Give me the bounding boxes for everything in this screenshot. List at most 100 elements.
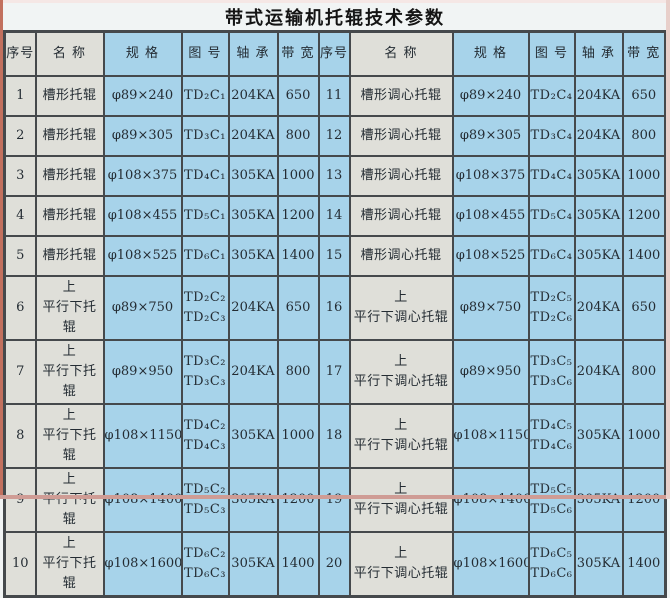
cell-bearing-left: 305KA [227,235,279,277]
header-name-right: 名 称 [348,30,454,77]
page-title: 带式运输机托辊技术参数 [225,8,445,29]
cell-drawing-left: TD₅C₁ [180,195,230,237]
cell-name-left: 槽形托辊 [34,115,105,157]
cell-drawing-right: TD₂C₅ TD₂C₆ [527,275,576,341]
cell-beltwidth-left: 1400 [276,531,320,598]
cell-serial-right: 11 [317,75,351,117]
cell-spec-left: φ108×1150 [102,403,183,469]
cell-drawing-right: TD₃C₄ [527,115,576,157]
cell-beltwidth-left: 1000 [276,403,320,469]
table-header: 序号 名 称 规 格 图 号 轴 承 带 宽 序号 名 称 规 格 图 号 轴 … [3,30,667,77]
header-bearing-left: 轴 承 [227,30,279,77]
cell-spec-left: φ89×750 [102,275,183,341]
cell-beltwidth-right: 1200 [621,195,667,237]
cell-beltwidth-left: 800 [276,339,320,405]
cell-beltwidth-left: 1200 [276,195,320,237]
cell-name-right: 上 平行下调心托辊 [348,467,454,533]
table-row: 3 槽形托辊 φ108×375 TD₄C₁ 305KA 1000 13 槽形调心… [3,155,667,197]
table-row: 7 上 平行下托辊 φ89×950 TD₃C₂ TD₃C₃ 204KA 800 … [3,339,667,405]
table-body: 1 槽形托辊 φ89×240 TD₂C₁ 204KA 650 11 槽形调心托辊… [3,75,667,598]
cell-name-right: 槽形调心托辊 [348,115,454,157]
cell-serial-left: 4 [3,195,37,237]
cell-drawing-left: TD₄C₁ [180,155,230,197]
cell-spec-right: φ108×1600 [451,531,530,598]
cell-bearing-right: 204KA [573,275,624,341]
cell-beltwidth-left: 650 [276,75,320,117]
cell-spec-right: φ89×240 [451,75,530,117]
cell-drawing-right: TD₄C₄ [527,155,576,197]
cell-serial-left: 3 [3,155,37,197]
cell-bearing-right: 204KA [573,75,624,117]
cell-name-left: 槽形托辊 [34,195,105,237]
cell-name-right: 上 平行下调心托辊 [348,403,454,469]
cell-name-right: 槽形调心托辊 [348,155,454,197]
cell-bearing-left: 305KA [227,403,279,469]
cell-bearing-left: 204KA [227,275,279,341]
cell-bearing-left: 204KA [227,339,279,405]
cell-beltwidth-right: 1000 [621,403,667,469]
cell-serial-right: 12 [317,115,351,157]
cell-spec-left: φ89×950 [102,339,183,405]
cell-beltwidth-right: 1000 [621,155,667,197]
cell-beltwidth-right: 1400 [621,235,667,277]
table-row: 8 上 平行下托辊 φ108×1150 TD₄C₂ TD₄C₃ 305KA 10… [3,403,667,469]
header-spec-right: 规 格 [451,30,530,77]
cell-bearing-left: 305KA [227,467,279,533]
cell-drawing-right: TD₂C₄ [527,75,576,117]
cell-bearing-right: 305KA [573,403,624,469]
cell-bearing-right: 305KA [573,155,624,197]
header-name-left: 名 称 [34,30,105,77]
header-beltwidth-right: 带 宽 [621,30,667,77]
cell-spec-left: φ89×305 [102,115,183,157]
cell-name-right: 上 平行下调心托辊 [348,339,454,405]
cell-spec-left: φ89×240 [102,75,183,117]
cell-serial-left: 5 [3,235,37,277]
table-row: 4 槽形托辊 φ108×455 TD₅C₁ 305KA 1200 14 槽形调心… [3,195,667,237]
table-row: 6 上 平行下托辊 φ89×750 TD₂C₂ TD₂C₃ 204KA 650 … [3,275,667,341]
cell-bearing-right: 204KA [573,339,624,405]
cell-beltwidth-right: 650 [621,275,667,341]
cell-spec-right: φ89×950 [451,339,530,405]
cell-bearing-right: 204KA [573,115,624,157]
cell-spec-right: φ108×1150 [451,403,530,469]
cell-spec-left: φ108×1400 [102,467,183,533]
table-row: 2 槽形托辊 φ89×305 TD₃C₁ 204KA 800 12 槽形调心托辊… [3,115,667,157]
cell-serial-right: 19 [317,467,351,533]
cell-drawing-right: TD₅C₄ [527,195,576,237]
cell-beltwidth-right: 650 [621,75,667,117]
cell-drawing-left: TD₃C₂ TD₃C₃ [180,339,230,405]
cell-bearing-left: 204KA [227,115,279,157]
cell-spec-left: φ108×525 [102,235,183,277]
cell-spec-right: φ108×455 [451,195,530,237]
cell-drawing-left: TD₆C₁ [180,235,230,277]
cell-name-left: 上 平行下托辊 [34,275,105,341]
cell-bearing-right: 305KA [573,195,624,237]
cell-spec-left: φ108×1600 [102,531,183,598]
scan-edge-bottom [0,495,670,499]
cell-name-left: 上 平行下托辊 [34,531,105,598]
header-bearing-right: 轴 承 [573,30,624,77]
scan-edge-top [0,0,670,3]
header-drawing-right: 图 号 [527,30,576,77]
cell-serial-right: 20 [317,531,351,598]
cell-beltwidth-right: 1200 [621,467,667,533]
cell-serial-right: 15 [317,235,351,277]
header-drawing-left: 图 号 [180,30,230,77]
cell-name-left: 上 平行下托辊 [34,467,105,533]
cell-bearing-right: 305KA [573,235,624,277]
table-row: 5 槽形托辊 φ108×525 TD₆C₁ 305KA 1400 15 槽形调心… [3,235,667,277]
cell-drawing-right: TD₆C₅ TD₆C₆ [527,531,576,598]
header-row: 序号 名 称 规 格 图 号 轴 承 带 宽 序号 名 称 规 格 图 号 轴 … [3,30,667,77]
cell-spec-right: φ89×305 [451,115,530,157]
cell-name-left: 上 平行下托辊 [34,403,105,469]
cell-bearing-left: 305KA [227,531,279,598]
cell-bearing-right: 305KA [573,467,624,533]
cell-drawing-left: TD₅C₂ TD₅C₃ [180,467,230,533]
cell-serial-left: 7 [3,339,37,405]
cell-serial-right: 13 [317,155,351,197]
cell-serial-right: 17 [317,339,351,405]
cell-spec-left: φ108×455 [102,195,183,237]
header-spec-left: 规 格 [102,30,183,77]
cell-name-left: 槽形托辊 [34,235,105,277]
cell-serial-left: 6 [3,275,37,341]
